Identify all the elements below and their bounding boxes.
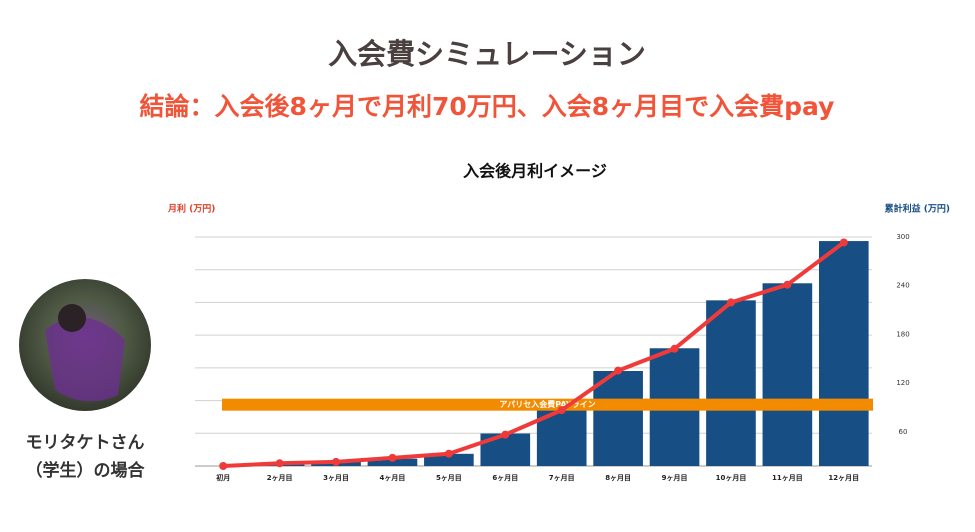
x-tick-label: 8ヶ月目 xyxy=(605,474,631,482)
x-tick-label: 4ヶ月目 xyxy=(380,474,406,482)
bar xyxy=(818,241,869,466)
pay-line xyxy=(222,398,873,411)
profile-name: モリタケトさん xyxy=(26,433,145,453)
title: 入会費シミュレーション xyxy=(328,37,646,71)
profile-note: （学生）の場合 xyxy=(26,460,146,481)
line-point xyxy=(783,280,792,289)
subtitle: 結論：入会後8ヶ月で月利70万円、入会8ヶ月目で入会費pay xyxy=(140,92,835,121)
line-point xyxy=(219,462,228,470)
bar xyxy=(762,283,813,466)
line-point xyxy=(557,406,566,415)
x-tick-label: 3ヶ月目 xyxy=(323,474,349,482)
line-point xyxy=(614,366,623,375)
y2-tick-label: 240 xyxy=(896,282,909,290)
line-point xyxy=(670,344,679,353)
photo-head xyxy=(58,304,86,332)
line-point xyxy=(444,449,453,458)
line-point xyxy=(388,453,397,462)
x-tick-label: 12ヶ月目 xyxy=(828,474,859,482)
chart-title: 入会後月利イメージ xyxy=(463,162,607,181)
y2-tick-label: 120 xyxy=(896,379,909,387)
x-tick-label: 2ヶ月目 xyxy=(267,474,293,482)
x-tick-label: 5ヶ月目 xyxy=(436,474,462,482)
line-point xyxy=(839,238,848,247)
bar xyxy=(593,370,643,466)
y-axis-title: 月利 (万円) xyxy=(167,203,215,215)
x-tick-label: 7ヶ月目 xyxy=(549,474,575,482)
y2-tick-label: 180 xyxy=(896,330,909,338)
line-point xyxy=(275,459,284,468)
line-point xyxy=(726,298,735,307)
x-tick-label: 10ヶ月目 xyxy=(716,474,747,482)
y2-tick-label: 300 xyxy=(896,233,909,241)
x-tick-label: 初月 xyxy=(216,473,230,482)
pay-line-label: アパリセ入会費PAYライン xyxy=(499,399,595,409)
bar xyxy=(424,453,474,466)
bar xyxy=(706,300,756,466)
line-point xyxy=(501,430,510,439)
line-point xyxy=(332,457,341,466)
bar xyxy=(367,458,418,466)
photo-figure xyxy=(45,317,125,402)
line xyxy=(223,240,845,468)
x-tick-label: 9ヶ月目 xyxy=(662,474,688,482)
x-tick-label: 6ヶ月目 xyxy=(492,474,518,482)
x-tick-label: 11ヶ月目 xyxy=(772,474,803,482)
y2-axis-title: 累計利益 (万円) xyxy=(885,203,950,215)
y2-tick-label: 60 xyxy=(899,428,908,436)
